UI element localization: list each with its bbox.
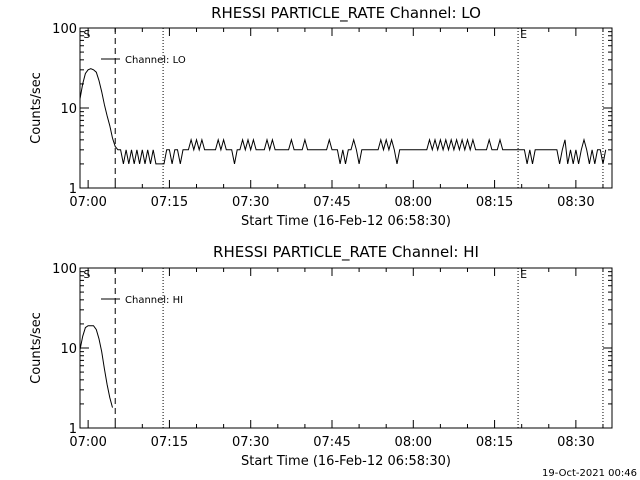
- marker-s: S: [83, 28, 90, 41]
- y-axis-label: Counts/sec: [29, 312, 44, 384]
- series-line-1: [79, 68, 607, 165]
- x-tick-label: 08:30: [557, 435, 594, 450]
- y-tick-label: 100: [52, 262, 77, 277]
- series-line-1: [79, 325, 113, 408]
- plot-frame: [79, 267, 613, 429]
- legend-label: Channel: HI: [125, 295, 183, 306]
- marker-e: E: [520, 268, 527, 281]
- x-axis-label: Start Time (16-Feb-12 06:58:30): [241, 454, 451, 469]
- x-tick-label: 08:15: [476, 435, 513, 450]
- x-tick-label: 08:00: [395, 435, 432, 450]
- x-tick-label: 07:15: [151, 435, 188, 450]
- chart-title: RHESSI PARTICLE_RATE Channel: HI: [213, 243, 479, 262]
- x-tick-label: 07:00: [69, 195, 106, 210]
- x-tick-label: 08:30: [557, 195, 594, 210]
- x-tick-label: 08:00: [395, 195, 432, 210]
- x-tick-label: 07:15: [151, 195, 188, 210]
- timestamp: 19-Oct-2021 00:46: [542, 468, 637, 479]
- x-tick-label: 07:00: [69, 435, 106, 450]
- x-tick-label: 07:30: [232, 435, 269, 450]
- legend-label: Channel: LO: [125, 55, 186, 66]
- x-axis-label: Start Time (16-Feb-12 06:58:30): [241, 214, 451, 229]
- x-tick-label: 07:30: [232, 195, 269, 210]
- y-tick-label: 10: [60, 342, 77, 357]
- y-tick-label: 1: [69, 182, 77, 197]
- marker-s: S: [83, 268, 90, 281]
- marker-e: E: [520, 28, 527, 41]
- y-tick-label: 10: [60, 102, 77, 117]
- x-tick-label: 07:45: [313, 195, 350, 210]
- x-tick-label: 07:45: [313, 435, 350, 450]
- chart-title: RHESSI PARTICLE_RATE Channel: LO: [211, 4, 481, 23]
- panel-2: RHESSI PARTICLE_RATE Channel: HI 07:00 07:…: [29, 243, 613, 469]
- y-axis-label: Counts/sec: [29, 72, 44, 144]
- panel-1: RHESSI PARTICLE_RATE Channel: LO 07:00 07:…: [29, 4, 613, 229]
- x-tick-label: 08:15: [476, 195, 513, 210]
- y-tick-label: 1: [69, 422, 77, 437]
- y-tick-label: 100: [52, 22, 77, 37]
